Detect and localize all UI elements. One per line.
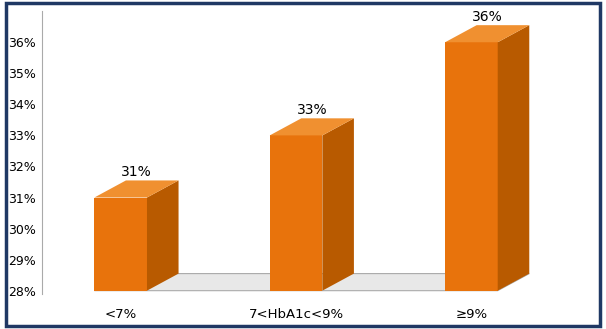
Bar bbox=[270, 136, 322, 291]
Polygon shape bbox=[95, 274, 529, 291]
Polygon shape bbox=[270, 118, 354, 136]
Polygon shape bbox=[498, 25, 529, 291]
Polygon shape bbox=[95, 180, 179, 197]
Polygon shape bbox=[322, 118, 354, 291]
Text: 36%: 36% bbox=[472, 10, 502, 24]
Text: 33%: 33% bbox=[296, 103, 327, 117]
Polygon shape bbox=[147, 180, 179, 291]
Bar bbox=[95, 197, 147, 291]
Text: 31%: 31% bbox=[121, 165, 152, 179]
Bar bbox=[445, 42, 498, 291]
Polygon shape bbox=[445, 25, 529, 42]
